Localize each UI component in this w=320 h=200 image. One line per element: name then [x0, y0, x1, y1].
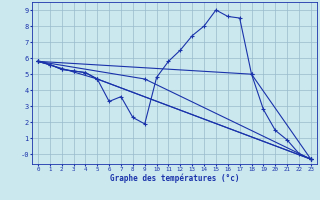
X-axis label: Graphe des températures (°c): Graphe des températures (°c)	[110, 174, 239, 183]
